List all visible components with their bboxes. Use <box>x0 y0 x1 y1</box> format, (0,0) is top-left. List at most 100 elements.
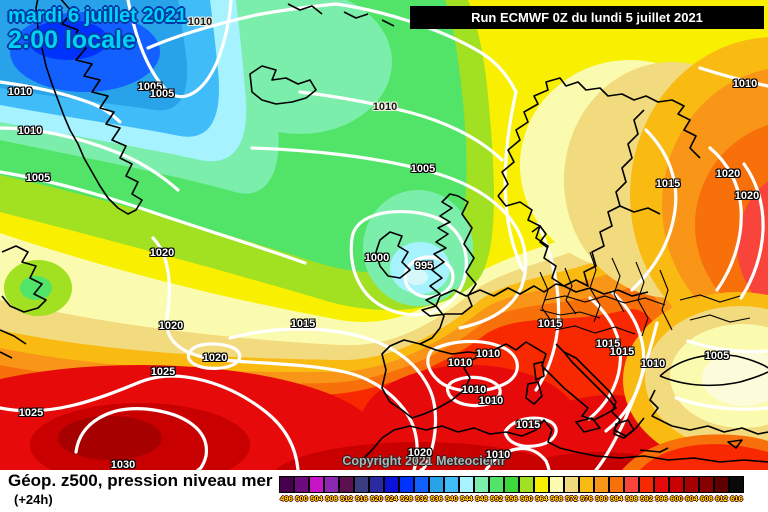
legend-value: 536 <box>430 494 443 503</box>
legend-swatch <box>369 476 384 493</box>
map-title: Géop. z500, pression niveau mer <box>8 471 273 490</box>
pressure-label: 1010 <box>7 86 33 98</box>
legend-swatch <box>654 476 669 493</box>
legend-swatch <box>339 476 354 493</box>
legend-value: 592 <box>640 494 653 503</box>
legend-cell: 556 <box>504 476 519 503</box>
pressure-label: 1010 <box>732 78 758 90</box>
legend-value: 528 <box>400 494 413 503</box>
pressure-label: 1010 <box>17 125 43 137</box>
legend-value: 584 <box>610 494 623 503</box>
pressure-label: 1000 <box>364 252 390 264</box>
legend-value: 560 <box>520 494 533 503</box>
legend-cell: 592 <box>639 476 654 503</box>
legend-cell: 576 <box>579 476 594 503</box>
legend-swatch <box>519 476 534 493</box>
legend-cell: 604 <box>684 476 699 503</box>
legend-cell: 600 <box>669 476 684 503</box>
legend-cell: 584 <box>609 476 624 503</box>
pressure-label: 1015 <box>609 346 635 358</box>
legend-cell: 564 <box>534 476 549 503</box>
legend-swatch <box>279 476 294 493</box>
legend-swatch <box>294 476 309 493</box>
pressure-label: 1015 <box>595 338 621 350</box>
legend-swatch <box>699 476 714 493</box>
pressure-label: 1020 <box>715 168 741 180</box>
pressure-label: 1010 <box>187 16 213 28</box>
legend-swatch <box>684 476 699 493</box>
pressure-label: 1005 <box>410 163 436 175</box>
legend-value: 588 <box>625 494 638 503</box>
legend-cell: 504 <box>309 476 324 503</box>
legend-cell: 548 <box>474 476 489 503</box>
legend-swatch <box>429 476 444 493</box>
legend-swatch <box>624 476 639 493</box>
legend-cell: 596 <box>654 476 669 503</box>
map-date-block: mardi 6 juillet 2021 2:00 locale <box>8 6 187 54</box>
pressure-label: 1020 <box>202 352 228 364</box>
legend-value: 608 <box>700 494 713 503</box>
pressure-label: 1010 <box>372 101 398 113</box>
pressure-label: 1015 <box>655 178 681 190</box>
legend-swatch <box>564 476 579 493</box>
isobar-contours <box>0 0 768 470</box>
legend-value: 540 <box>445 494 458 503</box>
pressure-label: 1010 <box>461 384 487 396</box>
pressure-label: 1025 <box>18 407 44 419</box>
legend-swatch <box>354 476 369 493</box>
legend-cell: 516 <box>354 476 369 503</box>
legend-value: 576 <box>580 494 593 503</box>
legend-value: 552 <box>490 494 503 503</box>
legend-cell: 520 <box>369 476 384 503</box>
legend-swatch <box>549 476 564 493</box>
legend-swatch <box>594 476 609 493</box>
legend-swatch <box>444 476 459 493</box>
legend-value: 516 <box>355 494 368 503</box>
legend-value: 548 <box>475 494 488 503</box>
legend-value: 556 <box>505 494 518 503</box>
legend-value: 520 <box>370 494 383 503</box>
legend-value: 500 <box>295 494 308 503</box>
legend-swatch <box>669 476 684 493</box>
legend-cell: 588 <box>624 476 639 503</box>
pressure-label: 995 <box>414 260 434 272</box>
pressure-label: 1020 <box>407 447 433 459</box>
model-run-text: Run ECMWF 0Z du lundi 5 juillet 2021 <box>471 10 703 25</box>
legend-swatch <box>729 476 744 493</box>
pressure-label: 1020 <box>158 320 184 332</box>
legend-swatch <box>534 476 549 493</box>
legend-swatch <box>309 476 324 493</box>
legend-value: 572 <box>565 494 578 503</box>
legend-value: 604 <box>685 494 698 503</box>
legend-cell: 560 <box>519 476 534 503</box>
legend-cell: 616 <box>729 476 744 503</box>
legend-value: 612 <box>715 494 728 503</box>
pressure-label: 1015 <box>537 318 563 330</box>
legend-value: 512 <box>340 494 353 503</box>
legend-swatch <box>504 476 519 493</box>
legend: 496 500 504 508 512 516 520 524 528 532 536 540 544 5… <box>279 476 744 503</box>
pressure-label: 1010 <box>475 348 501 360</box>
legend-value: 496 <box>280 494 293 503</box>
legend-cell: 524 <box>384 476 399 503</box>
pressure-label: 1005 <box>704 350 730 362</box>
legend-value: 508 <box>325 494 338 503</box>
legend-cell: 512 <box>339 476 354 503</box>
legend-swatch <box>414 476 429 493</box>
map-local-time: 2:00 locale <box>8 26 136 54</box>
legend-cell: 544 <box>459 476 474 503</box>
pressure-label: 1005 <box>25 172 51 184</box>
legend-cell: 508 <box>324 476 339 503</box>
legend-swatch <box>489 476 504 493</box>
legend-value: 524 <box>385 494 398 503</box>
pressure-label: 1020 <box>149 247 175 259</box>
pressure-label: 1005 <box>137 81 163 93</box>
footer-bar: Géop. z500, pression niveau mer (+24h) 4… <box>0 470 768 512</box>
legend-cell: 552 <box>489 476 504 503</box>
pressure-label: 1015 <box>290 318 316 330</box>
legend-swatch <box>324 476 339 493</box>
pressure-label: 1020 <box>734 190 760 202</box>
legend-swatch <box>609 476 624 493</box>
country-borders <box>539 251 751 337</box>
